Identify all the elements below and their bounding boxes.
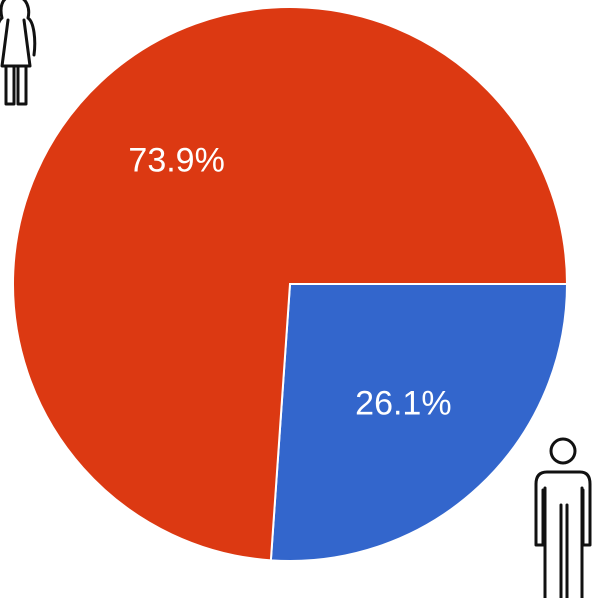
- slice-label: 26.1%: [355, 384, 451, 422]
- slices: [12, 6, 569, 562]
- male-icon: [534, 437, 592, 598]
- pie-slice: [269, 283, 569, 562]
- slice-label: 73.9%: [128, 141, 224, 179]
- labels: 26.1% 73.9%: [128, 141, 451, 422]
- pie-slice: [12, 6, 569, 562]
- female-icon: [0, 0, 37, 106]
